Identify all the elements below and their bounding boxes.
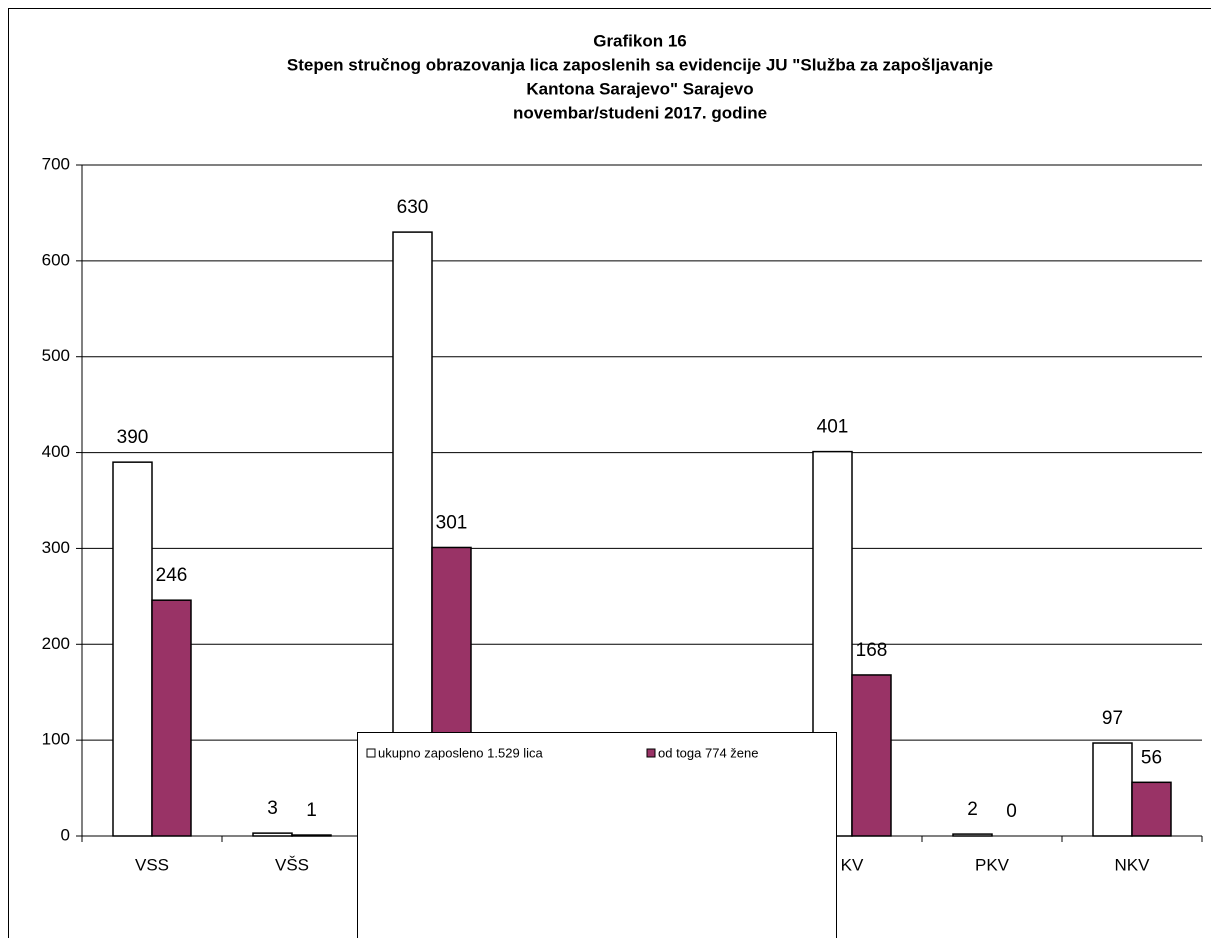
value-label: 2 — [967, 799, 978, 820]
bar — [851, 674, 892, 837]
chart-title: Kantona Sarajevo" Sarajevo — [526, 79, 753, 98]
y-tick-label: 600 — [42, 250, 70, 269]
value-label: 0 — [1006, 801, 1017, 822]
bar — [151, 599, 192, 837]
bar — [1131, 781, 1172, 837]
chart-title: Grafikon 16 — [593, 31, 687, 50]
legend-box — [357, 732, 837, 938]
x-tick-label: VŠS — [275, 855, 309, 874]
value-label: 401 — [817, 417, 849, 438]
chart-frame — [8, 8, 1211, 938]
x-tick-label: NKV — [1115, 855, 1151, 874]
legend-label: ukupno zaposleno 1.529 lica — [378, 745, 544, 760]
value-label: 301 — [436, 512, 468, 533]
y-tick-label: 400 — [42, 442, 70, 461]
bar — [952, 833, 993, 837]
x-tick-label: KV — [841, 855, 864, 874]
y-tick-label: 100 — [42, 730, 70, 749]
value-label: 56 — [1141, 747, 1162, 768]
x-tick-label: VSS — [135, 855, 169, 874]
y-tick-label: 500 — [42, 346, 70, 365]
value-label: 390 — [117, 427, 149, 448]
legend-label: od toga 774 žene — [658, 745, 758, 760]
value-label: 630 — [397, 197, 429, 218]
bar — [1092, 742, 1133, 837]
bar — [291, 834, 332, 837]
y-tick-label: 700 — [42, 154, 70, 173]
chart-title: novembar/studeni 2017. godine — [513, 103, 767, 122]
chart-title: Stepen stručnog obrazovanja lica zaposle… — [287, 55, 993, 74]
value-label: 3 — [267, 798, 278, 819]
y-tick-label: 0 — [61, 825, 70, 844]
bar — [112, 461, 153, 837]
x-tick-label: PKV — [975, 855, 1010, 874]
legend-swatch — [366, 748, 376, 758]
y-tick-label: 300 — [42, 538, 70, 557]
y-tick-label: 200 — [42, 634, 70, 653]
value-label: 97 — [1102, 708, 1123, 729]
value-label: 246 — [156, 565, 188, 586]
value-label: 168 — [856, 640, 888, 661]
bar — [252, 832, 293, 837]
legend-swatch — [646, 748, 656, 758]
value-label: 1 — [306, 800, 317, 821]
